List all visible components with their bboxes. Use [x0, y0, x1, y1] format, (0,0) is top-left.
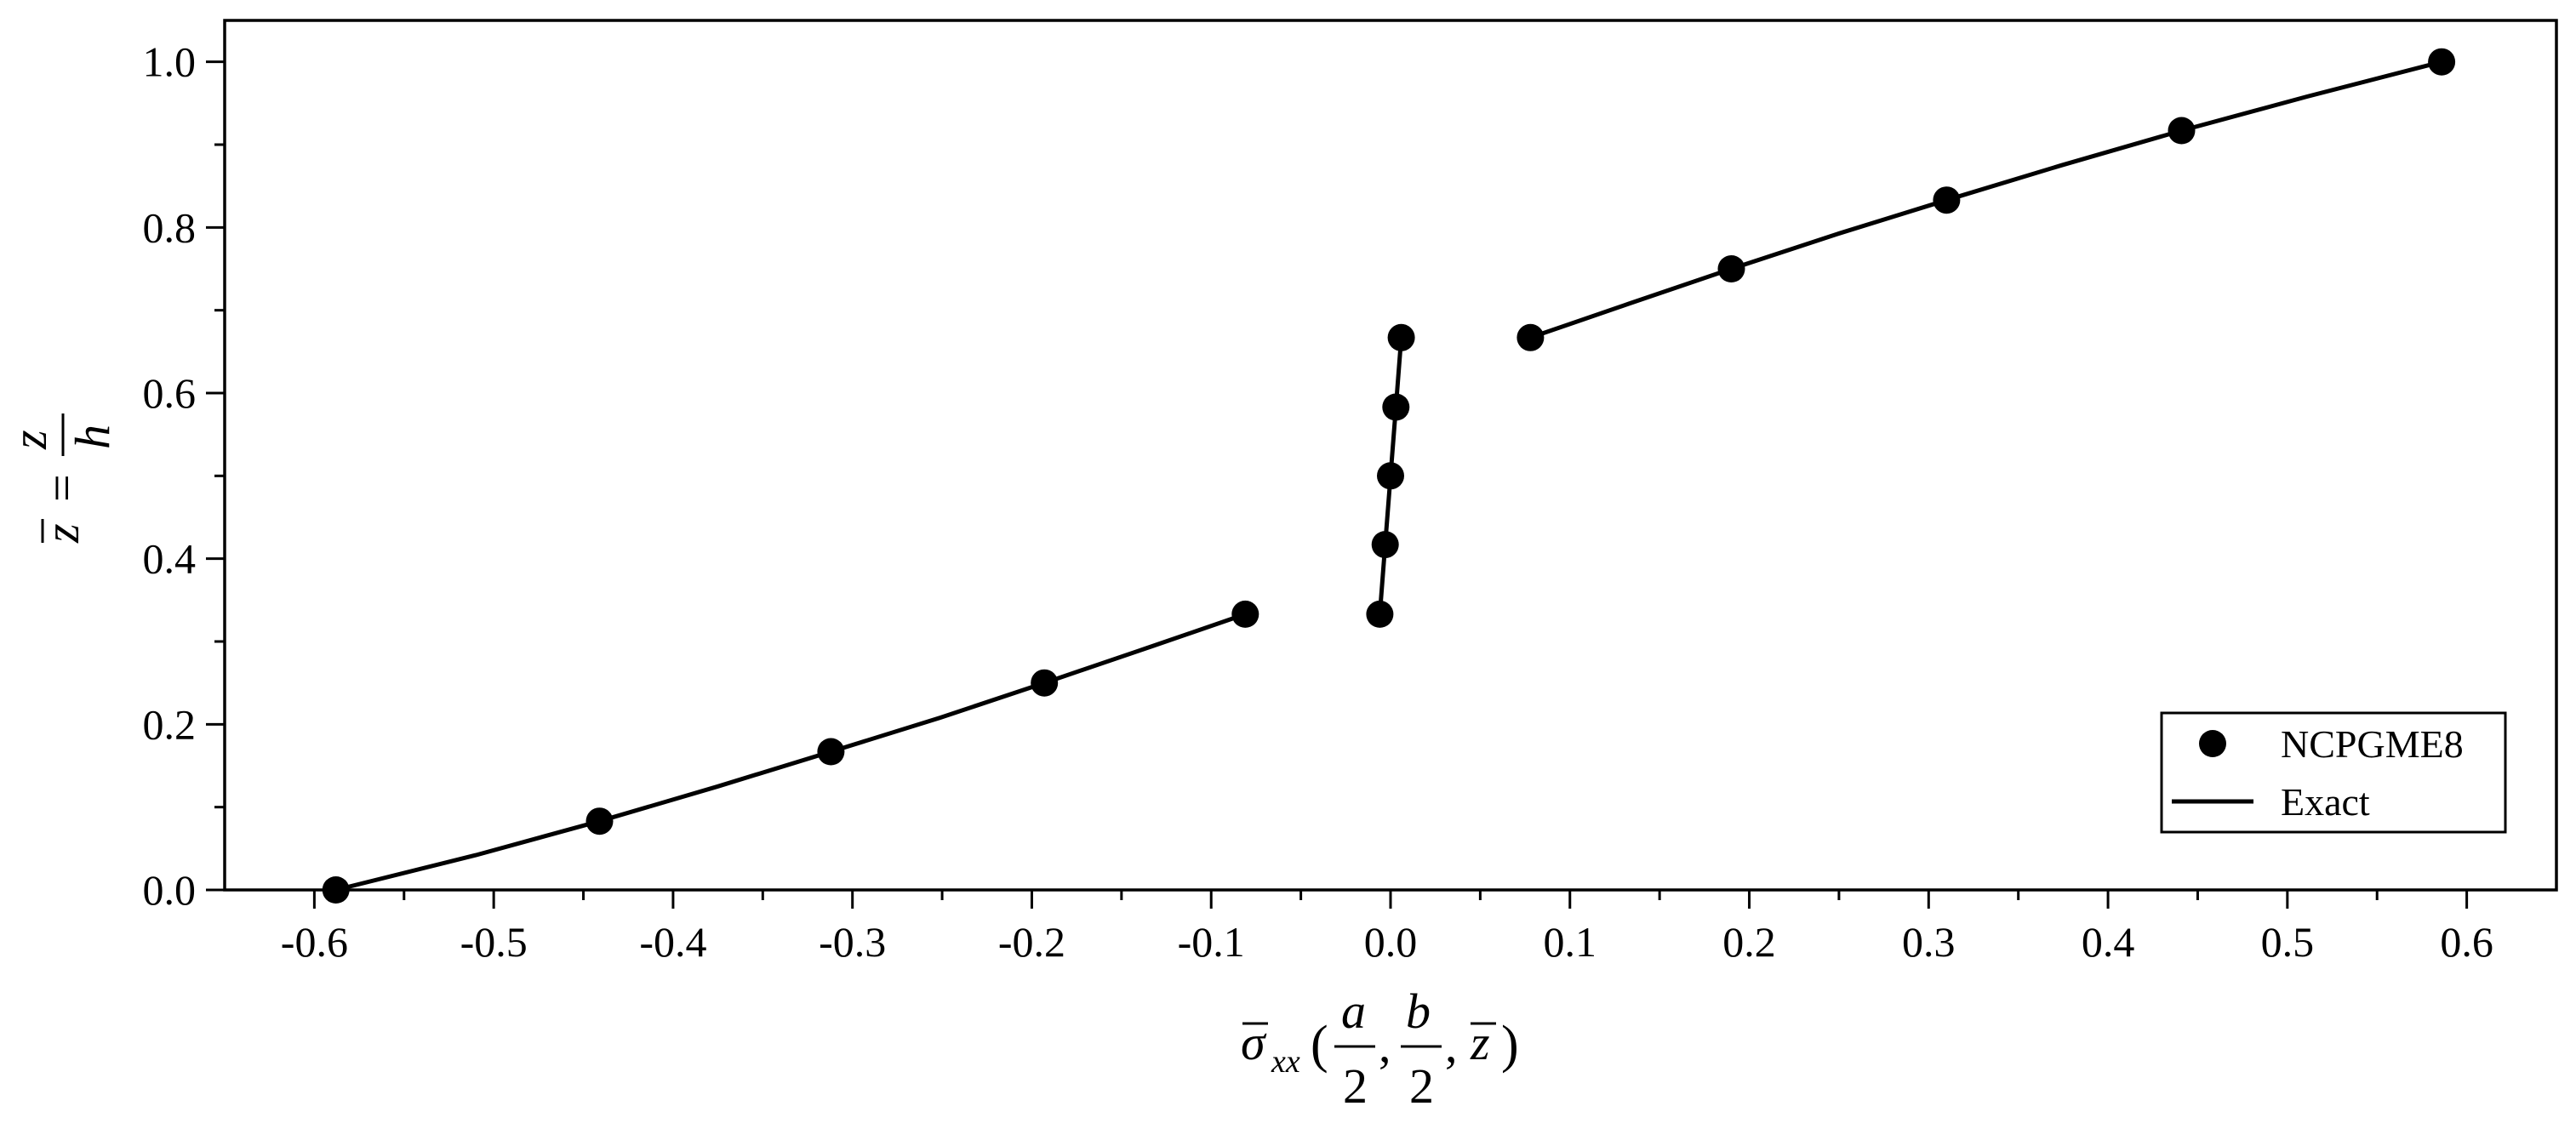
x-tick-label: -0.3 — [819, 918, 886, 966]
series-layer — [322, 48, 2456, 904]
x-tick-label: 0.2 — [1722, 918, 1776, 966]
y-tick-label: 0.6 — [143, 369, 197, 417]
x-axis-label: σ xx ( a 2 , b 2 , z ) — [1241, 984, 1519, 1114]
x-axis-label-two-1: 2 — [1343, 1058, 1368, 1114]
x-axis-label-comma-2: , — [1445, 1018, 1458, 1073]
x-axis-label-open-paren: ( — [1311, 1016, 1328, 1074]
x-tick-label: 0.4 — [2082, 918, 2135, 966]
x-axis-label-subscript: xx — [1271, 1044, 1300, 1080]
x-tick-label: 0.5 — [2261, 918, 2315, 966]
y-axis-label-equals: = — [34, 474, 89, 502]
ncpgme8-point — [817, 738, 845, 766]
ncpgme8-point — [1031, 669, 1059, 697]
x-tick-label: 0.3 — [1902, 918, 1956, 966]
x-axis-label-zbar: z — [1470, 1015, 1490, 1070]
y-tick-label: 0.8 — [143, 203, 197, 251]
ncpgme8-point — [1387, 323, 1415, 351]
ncpgme8-point — [1516, 323, 1545, 351]
ncpgme8-point — [585, 807, 614, 835]
y-tick-label: 0.2 — [143, 700, 197, 748]
y-tick-label: 0.4 — [143, 535, 197, 583]
ncpgme8-point — [1933, 186, 1961, 214]
y-axis-label-zbar: z — [34, 523, 89, 544]
x-axis-label-a: a — [1341, 984, 1366, 1039]
x-tick-label: 0.6 — [2440, 918, 2493, 966]
ncpgme8-point — [2428, 48, 2456, 76]
y-tick-label: 1.0 — [143, 38, 197, 86]
x-tick-label: -0.6 — [281, 918, 348, 966]
legend: NCPGME8 Exact — [2160, 711, 2507, 834]
x-tick-label: -0.5 — [460, 918, 528, 966]
legend-marker-ncpgme8 — [2199, 730, 2226, 757]
ncpgme8-point — [1366, 600, 1394, 628]
x-axis-label-two-2: 2 — [1409, 1058, 1434, 1114]
ticks-layer: -0.6 -0.5 -0.4 -0.3 -0.2 -0.1 0.0 0.1 0.2 0.3 0.4 0… — [143, 38, 2493, 966]
y-axis-label-z: z — [2, 430, 57, 450]
ncpgme8-point — [1231, 600, 1259, 628]
y-axis-label-h: h — [65, 425, 120, 449]
ncpgme8-point — [2168, 117, 2196, 145]
x-tick-label: -0.2 — [998, 918, 1065, 966]
y-tick-label: 0.0 — [143, 866, 197, 914]
y-axis-label: z = z h — [2, 413, 120, 544]
ncpgme8-point — [1717, 255, 1745, 282]
x-tick-label: 0.1 — [1544, 918, 1597, 966]
ncpgme8-point — [1382, 393, 1410, 421]
ncpgme8-point — [1371, 531, 1399, 559]
x-tick-label: 0.0 — [1364, 918, 1418, 966]
ncpgme8-point — [322, 876, 350, 904]
legend-label-exact: Exact — [2281, 780, 2370, 824]
x-tick-label: -0.4 — [639, 918, 706, 966]
x-axis-label-comma-1: , — [1379, 1018, 1391, 1073]
legend-label-ncpgme8: NCPGME8 — [2281, 722, 2464, 766]
x-axis-label-b: b — [1406, 984, 1431, 1039]
x-axis-label-close-paren: ) — [1501, 1016, 1519, 1074]
x-tick-label: -0.1 — [1178, 918, 1245, 966]
ncpgme8-point — [1377, 462, 1404, 490]
